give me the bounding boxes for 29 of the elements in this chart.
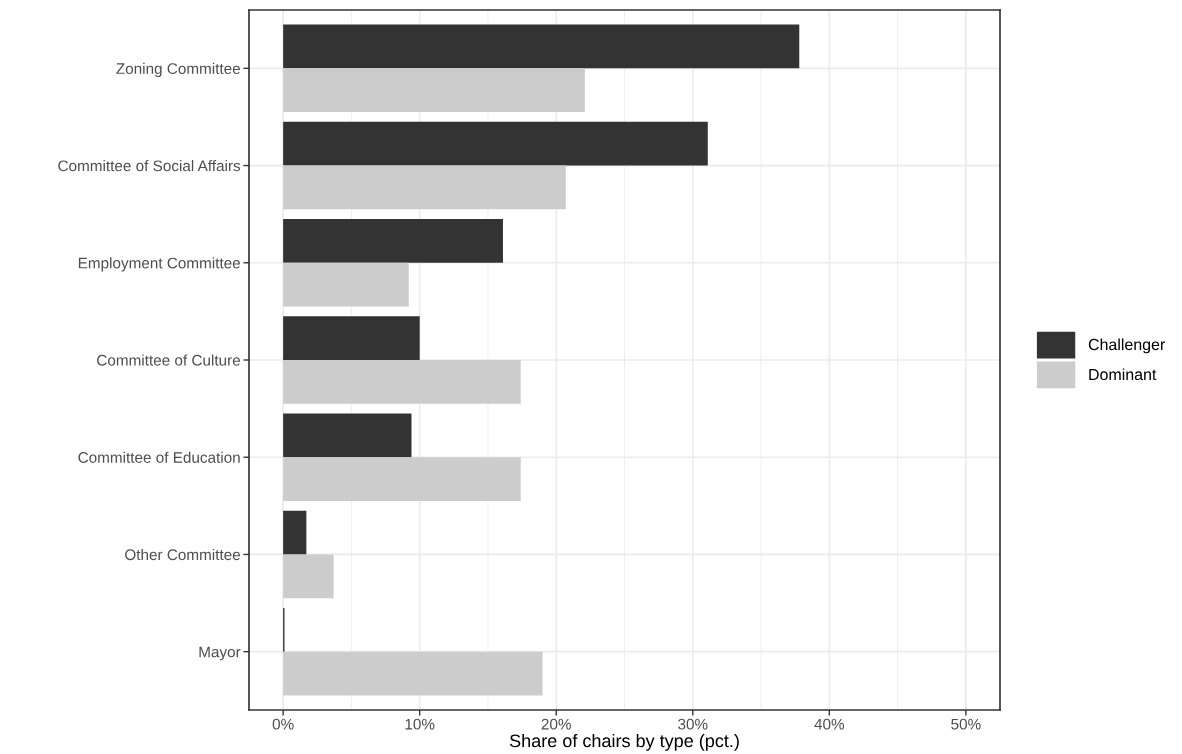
bar: [283, 24, 800, 69]
y-tick-label: Committee of Education: [78, 451, 240, 463]
bar: [283, 121, 708, 166]
bar: [283, 413, 412, 458]
bar: [283, 262, 409, 307]
bar: [283, 165, 566, 210]
y-tick-label: Other Committee: [125, 548, 240, 561]
bar: [283, 651, 543, 696]
x-tick-label: 20%: [541, 718, 571, 730]
y-tick-label: Committee of Culture: [97, 354, 240, 366]
legend-label: Dominant: [1089, 368, 1157, 381]
legend-label: Challenger: [1088, 338, 1165, 354]
bar: [283, 554, 334, 599]
y-tick-label: Zoning Committee: [116, 62, 240, 78]
x-tick-label: 0%: [272, 718, 294, 730]
x-tick-label: 40%: [814, 718, 845, 730]
x-tick-label: 30%: [678, 718, 708, 730]
x-axis-title: Share of chairs by type (pct.): [509, 733, 739, 751]
bar: [283, 360, 521, 404]
x-tick-label: 10%: [405, 718, 435, 730]
bar: [283, 510, 307, 555]
y-tick-label: Mayor: [199, 646, 241, 661]
bar: [283, 219, 503, 263]
bar: [283, 316, 420, 360]
bar: [283, 68, 585, 113]
x-tick-label: 50%: [951, 718, 981, 730]
y-tick-label: Committee of Social Affairs: [58, 160, 241, 172]
y-tick-label: Employment Committee: [78, 257, 240, 272]
bar: [283, 457, 521, 501]
